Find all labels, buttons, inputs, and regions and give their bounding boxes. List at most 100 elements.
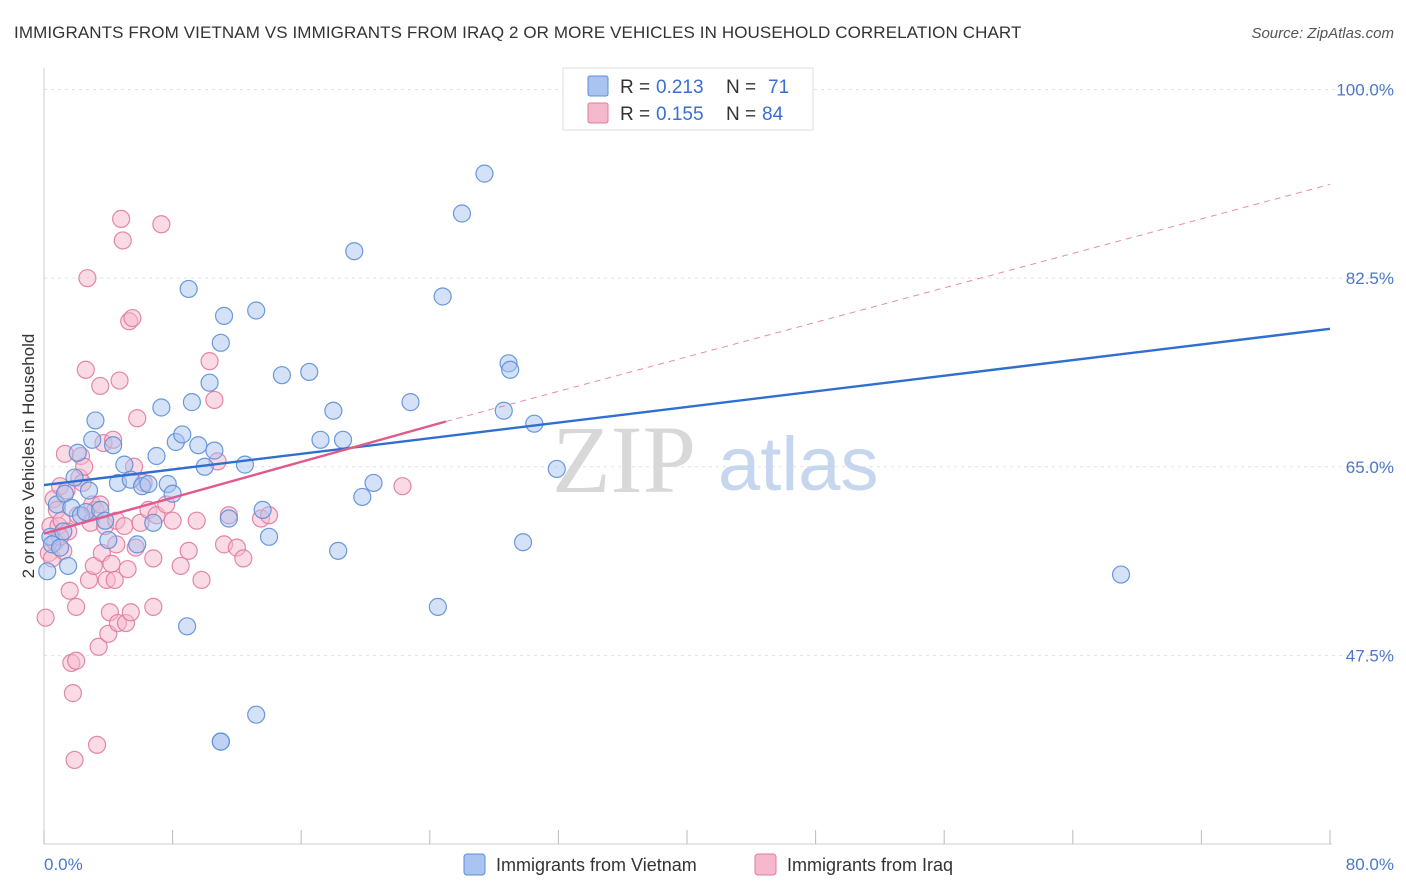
vietnam-point-21: [115, 455, 134, 474]
vietnam-point-58: [428, 597, 447, 616]
y-tick-labels: 100.0% 82.5% 65.0% 47.5%: [1336, 81, 1394, 666]
vietnam-point-33: [177, 617, 197, 636]
iraq-point-29: [84, 556, 103, 576]
vietnam-point-70: [211, 732, 230, 751]
vietnam-point-38: [200, 373, 219, 392]
vietnam-point-60: [452, 204, 472, 223]
vietnam-point-47: [259, 527, 279, 546]
iraq-point-83: [144, 597, 163, 616]
vietnam-point-59: [433, 287, 452, 306]
iraq-point-47: [113, 231, 132, 250]
vietnam-point-56: [364, 473, 383, 493]
x-tick-marks: [43, 830, 1331, 844]
vietnam-point-0: [38, 562, 57, 581]
vietnam-point-40: [211, 333, 230, 352]
iraq-point-31: [87, 735, 107, 754]
vietnam-point-27: [147, 446, 166, 466]
legend-n-label-iraq: N =: [726, 104, 756, 125]
vietnam-point-53: [333, 430, 353, 449]
legend-r-label-iraq: R =: [620, 104, 650, 125]
iraq-point-65: [171, 556, 190, 576]
vietnam-point-52: [329, 541, 348, 560]
iraq-point-53: [123, 308, 142, 328]
legend-swatch-iraq: [587, 102, 609, 124]
vietnam-point-32: [173, 425, 192, 444]
iraq-point-45: [110, 371, 129, 390]
series-legend-swatch-vietnam: [463, 853, 486, 876]
iraq-point-24: [76, 360, 95, 379]
iraq-point-50: [118, 560, 137, 579]
vietnam-point-23: [128, 535, 147, 554]
iraq-point-80: [67, 651, 86, 670]
iraq-point-52: [121, 603, 140, 622]
series-legend-swatch-iraq: [754, 853, 777, 876]
legend-r-value-iraq: 0.155: [656, 104, 704, 125]
series-legend: Immigrants from Vietnam Immigrants from …: [463, 853, 953, 876]
legend-n-label-vietnam: N =: [726, 77, 756, 98]
vietnam-point-35: [182, 393, 201, 412]
vietnam-point-50: [311, 430, 330, 449]
chart-title: IMMIGRANTS FROM VIETNAM VS IMMIGRANTS FR…: [14, 23, 1021, 42]
legend-r-label-vietnam: R =: [620, 77, 650, 98]
watermark-zip: ZIP: [552, 406, 696, 513]
vietnam-point-54: [345, 242, 364, 261]
legend-r-value-vietnam: 0.213: [656, 77, 704, 98]
vietnam-point-48: [272, 366, 292, 385]
vietnam-point-44: [235, 455, 255, 474]
iraq-point-69: [200, 352, 219, 371]
chart-source: Source: ZipAtlas.com: [1251, 25, 1394, 42]
iraq-point-75: [234, 549, 253, 568]
vietnam-point-45: [247, 301, 266, 320]
vietnam-point-25: [139, 474, 158, 494]
vietnam-point-51: [324, 401, 343, 420]
trend-iraq: [43, 420, 447, 535]
vietnam-point-36: [189, 436, 208, 455]
iraq-point-78: [393, 477, 412, 496]
x-tick-label-min: 0.0%: [44, 855, 83, 874]
series-legend-label-iraq: Immigrants from Iraq: [787, 855, 953, 875]
iraq-point-67: [187, 511, 206, 530]
vietnam-point-68: [1111, 565, 1131, 584]
iraq-point-70: [205, 390, 224, 410]
y-tick-label-3: 47.5%: [1346, 646, 1394, 665]
vietnam-point-49: [300, 362, 319, 382]
y-tick-label-0: 100.0%: [1336, 81, 1394, 100]
vietnam-point-13: [79, 481, 99, 500]
grid-lines: [44, 89, 1394, 656]
vietnam-point-28: [152, 398, 171, 417]
series-vietnam-points: [38, 164, 1131, 751]
iraq-point-32: [89, 637, 108, 656]
vietnam-point-15: [86, 411, 105, 430]
iraq-point-14: [60, 581, 79, 600]
vietnam-point-9: [65, 468, 84, 487]
vietnam-point-10: [68, 443, 87, 462]
iraq-point-64: [163, 511, 182, 530]
vietnam-point-61: [475, 164, 494, 183]
iraq-point-18: [67, 597, 86, 616]
vietnam-point-14: [83, 430, 102, 449]
vietnam-point-67: [547, 459, 566, 479]
vietnam-point-26: [144, 513, 163, 532]
iraq-point-66: [179, 541, 198, 560]
iraq-point-60: [144, 549, 163, 568]
iraq-point-46: [112, 209, 131, 228]
vietnam-point-4: [50, 538, 70, 557]
legend-n-value-iraq: 84: [762, 104, 784, 125]
vietnam-point-57: [401, 393, 420, 412]
vietnam-point-62: [494, 401, 513, 420]
iraq-point-25: [78, 269, 97, 288]
vietnam-point-42: [219, 509, 238, 528]
iraq-point-56: [128, 409, 147, 428]
vietnam-point-64: [501, 360, 520, 379]
iraq-point-48: [115, 516, 134, 536]
trend-lines: [43, 183, 1331, 535]
vietnam-point-46: [253, 500, 272, 519]
vietnam-point-19: [104, 436, 123, 455]
legend-swatch-vietnam: [587, 75, 609, 97]
vietnam-point-34: [179, 279, 198, 299]
y-tick-label-2: 65.0%: [1346, 458, 1394, 477]
vietnam-point-39: [205, 441, 224, 460]
vietnam-point-65: [513, 533, 533, 552]
vietnam-point-7: [59, 556, 78, 576]
